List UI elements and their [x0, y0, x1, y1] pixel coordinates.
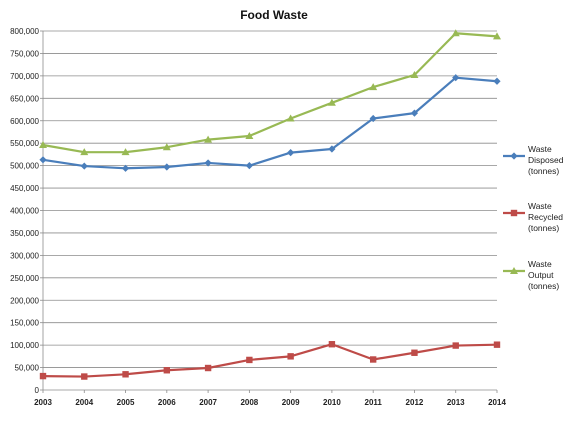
data-point [287, 149, 295, 157]
y-tick-label: 450,000 [10, 184, 39, 193]
data-point [80, 148, 89, 156]
y-tick-label: 100,000 [10, 341, 39, 350]
data-point [121, 164, 130, 172]
x-tick-label: 2008 [240, 398, 258, 407]
series-line [42, 32, 498, 154]
y-tick-label: 350,000 [10, 229, 39, 238]
x-tick-label: 2013 [447, 398, 465, 407]
x-axis: 2003 2004 2005 2006 2007 2008 2009 2010 2011 2012… [34, 389, 506, 407]
y-tick-label: 700,000 [10, 72, 39, 81]
y-tick-label: 650,000 [10, 94, 39, 103]
data-point [493, 341, 501, 348]
data-point [286, 114, 295, 122]
series-waste-output-tonnes [39, 29, 501, 156]
series-line [42, 76, 498, 170]
x-tick-label: 2011 [365, 398, 383, 407]
data-point [510, 209, 518, 217]
series-line [42, 343, 498, 378]
y-tick-label: 50,000 [15, 364, 40, 373]
legend-label: Recycled [528, 212, 563, 222]
data-point [411, 349, 418, 356]
data-point [287, 353, 294, 360]
data-point [39, 156, 47, 164]
x-tick-label: 2007 [199, 398, 217, 407]
y-tick-label: 200,000 [10, 296, 39, 305]
gridlines [43, 30, 497, 368]
data-point [452, 74, 460, 82]
y-tick-label: 500,000 [10, 162, 39, 171]
x-tick-label: 2004 [75, 398, 93, 407]
data-point [369, 114, 377, 123]
data-point [121, 148, 130, 156]
data-point [245, 162, 253, 170]
legend-label: Disposed [528, 155, 564, 165]
y-tick-label: 150,000 [10, 319, 39, 328]
data-point [39, 140, 47, 148]
data-point [328, 145, 336, 153]
data-point [162, 143, 171, 151]
data-point [328, 341, 336, 348]
data-point [163, 367, 171, 374]
legend-label: Waste [528, 259, 552, 269]
data-point [327, 98, 336, 106]
chart-title: Food Waste [240, 8, 308, 22]
data-point [80, 162, 88, 170]
data-point [410, 70, 419, 78]
y-axis: 0 50,000 100,000 150,000 200,000 250,000 300,0… [10, 27, 44, 395]
y-tick-label: 750,000 [10, 49, 39, 58]
y-tick-label: 250,000 [10, 274, 39, 283]
data-point [246, 356, 253, 364]
x-tick-label: 2010 [323, 398, 341, 407]
series-waste-recycled-tonnes [39, 341, 501, 380]
series-waste-disposed-tonnes [39, 74, 501, 172]
y-tick-label: 800,000 [10, 27, 39, 36]
data-point [204, 159, 212, 167]
x-tick-label: 2005 [117, 398, 135, 407]
legend: WasteDisposed(tonnes)WasteRecycled(tonne… [503, 144, 564, 291]
data-point [452, 342, 459, 349]
data-point [39, 372, 47, 380]
x-tick-label: 2003 [34, 398, 52, 407]
x-tick-label: 2006 [158, 398, 176, 407]
y-tick-label: 600,000 [10, 117, 39, 126]
y-tick-label: 300,000 [10, 251, 39, 260]
y-tick-label: 550,000 [10, 139, 39, 148]
data-point [204, 364, 212, 372]
legend-label: Output [528, 270, 554, 280]
y-tick-label: 0 [35, 386, 40, 395]
legend-label: (tonnes) [528, 281, 559, 291]
data-point [369, 356, 377, 363]
data-point [204, 135, 213, 143]
legend-label: (tonnes) [528, 166, 559, 176]
legend-label: Waste [528, 201, 552, 211]
legend-label: Waste [528, 144, 552, 154]
x-tick-label: 2009 [282, 398, 300, 407]
x-tick-label: 2014 [488, 398, 506, 407]
data-point [510, 152, 518, 160]
data-point [245, 132, 254, 140]
data-point [81, 373, 88, 380]
series-group [39, 29, 501, 380]
data-point [451, 29, 460, 37]
data-point [369, 83, 378, 91]
legend-label: (tonnes) [528, 223, 559, 233]
data-point [510, 267, 518, 274]
y-tick-label: 400,000 [10, 207, 39, 216]
data-point [122, 371, 129, 378]
data-point [493, 77, 501, 85]
data-point [410, 109, 419, 117]
data-point [163, 163, 171, 171]
data-point [493, 32, 501, 40]
x-tick-label: 2012 [406, 398, 424, 407]
